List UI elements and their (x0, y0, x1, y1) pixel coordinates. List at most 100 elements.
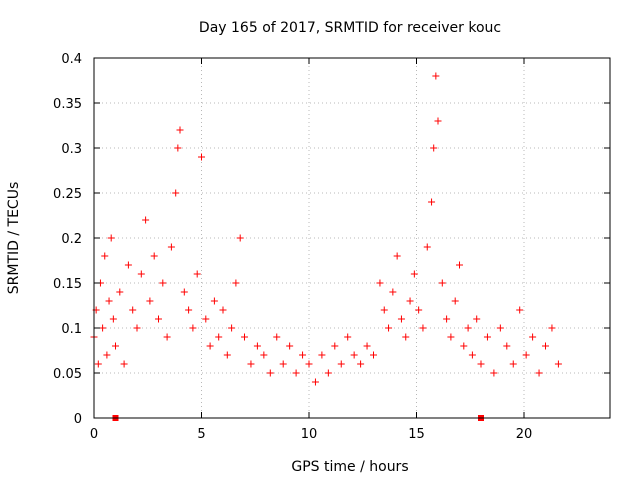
data-point (380, 306, 388, 314)
data-point (206, 342, 214, 350)
data-point (473, 315, 481, 323)
data-point (185, 306, 193, 314)
data-point (247, 360, 255, 368)
data-point (529, 333, 537, 341)
data-point (419, 324, 427, 332)
data-point (105, 297, 113, 305)
data-point (163, 333, 171, 341)
data-point (542, 342, 549, 350)
data-point (120, 360, 128, 368)
data-point (464, 324, 472, 332)
data-point (109, 315, 117, 323)
data-point (324, 369, 332, 377)
data-points (90, 72, 562, 386)
data-point (299, 351, 307, 359)
grid-lines (94, 58, 610, 418)
y-tick-labels: 0 0.05 0.1 0.15 0.2 0.25 0.3 0.35 0.4 (53, 52, 82, 427)
data-point (393, 252, 401, 260)
data-point (337, 360, 345, 368)
data-point (370, 351, 377, 359)
data-point (167, 243, 175, 251)
data-point (447, 333, 455, 341)
data-point (410, 270, 418, 278)
data-point (430, 144, 438, 152)
data-point (496, 324, 504, 332)
data-point (389, 288, 397, 296)
y-tick-label: 0.1 (61, 322, 82, 337)
data-point (516, 306, 524, 314)
data-point (176, 126, 184, 134)
plot-frame (93, 57, 611, 419)
data-point (483, 333, 491, 341)
data-point (253, 342, 261, 350)
data-point (438, 279, 446, 287)
y-tick-label: 0.2 (61, 232, 82, 247)
data-point (266, 369, 274, 377)
data-point (159, 279, 167, 287)
y-axis-label: SRMTID / TECUs (6, 182, 22, 295)
data-point (456, 261, 463, 269)
data-point (292, 369, 300, 377)
data-point (279, 360, 287, 368)
data-point (428, 198, 436, 206)
data-point (443, 315, 451, 323)
data-point (468, 351, 476, 359)
x-tick-labels: 0 5 10 15 20 (90, 427, 532, 442)
data-point (357, 360, 365, 368)
data-point (432, 72, 440, 80)
data-point (490, 369, 498, 377)
x-tick-label: 20 (516, 427, 533, 442)
data-point (210, 297, 218, 305)
data-point (129, 306, 137, 314)
data-point (286, 342, 294, 350)
data-point (305, 360, 313, 368)
data-point (172, 189, 180, 197)
data-point (477, 360, 485, 368)
x-tick-label: 5 (197, 427, 205, 442)
data-point (146, 297, 154, 305)
x-tick-label: 0 (90, 427, 98, 442)
data-point (174, 144, 182, 152)
data-point (232, 279, 240, 287)
x-tick-label: 10 (301, 427, 318, 442)
data-point (311, 378, 319, 386)
data-point (236, 234, 244, 242)
data-point (103, 351, 111, 359)
data-point (155, 315, 162, 323)
y-tick-label: 0.4 (61, 52, 82, 67)
data-point (503, 342, 511, 350)
data-point (137, 270, 145, 278)
data-point (124, 261, 132, 269)
data-point (202, 315, 210, 323)
y-tick-label: 0.05 (53, 367, 82, 382)
data-point (219, 306, 227, 314)
data-point (99, 324, 107, 332)
data-point (180, 288, 188, 296)
x-axis-label: GPS time / hours (291, 459, 408, 475)
data-point (107, 234, 115, 242)
data-point (193, 270, 201, 278)
data-point (223, 351, 231, 359)
data-point (101, 252, 109, 260)
y-tick-label: 0.15 (53, 277, 82, 292)
data-point (415, 306, 423, 314)
data-point (376, 279, 384, 287)
data-point (189, 324, 197, 332)
data-point (522, 351, 530, 359)
data-point (451, 297, 459, 305)
data-point (363, 342, 371, 350)
y-tick-label: 0.25 (53, 187, 82, 202)
data-point (133, 324, 141, 332)
data-point (260, 351, 268, 359)
data-point (112, 342, 119, 350)
data-point (94, 360, 102, 368)
data-point (423, 243, 431, 251)
data-point (535, 369, 543, 377)
data-point (273, 333, 281, 341)
x-tick-label: 15 (408, 427, 425, 442)
data-point (548, 324, 556, 332)
data-point (397, 315, 405, 323)
data-point (318, 351, 326, 359)
data-point (150, 252, 158, 260)
